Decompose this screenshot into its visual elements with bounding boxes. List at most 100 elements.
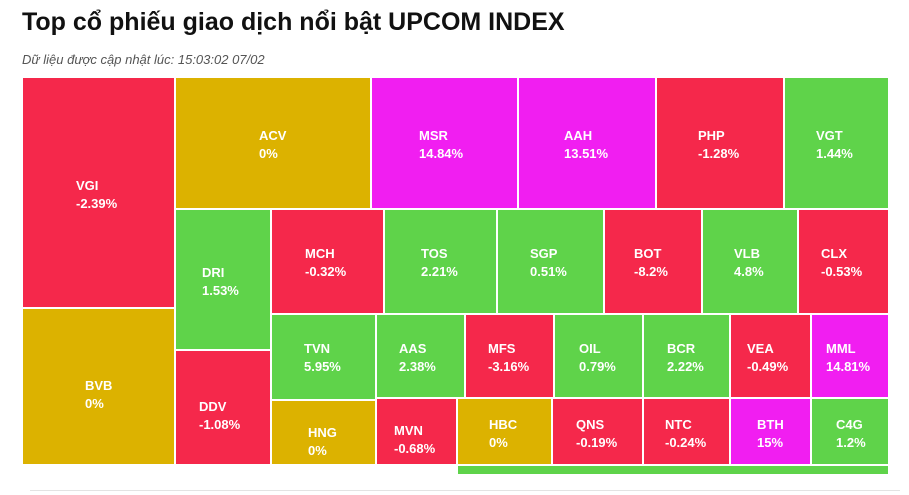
tile-label: SGP 0.51%: [530, 245, 567, 281]
ticker-symbol: HNG: [308, 425, 337, 440]
tile-hng[interactable]: HNG 0%: [271, 400, 376, 465]
tile-msr[interactable]: MSR 14.84%: [371, 77, 518, 209]
tile-unlabeled[interactable]: [457, 465, 889, 475]
tile-mml[interactable]: MML 14.81%: [811, 314, 889, 398]
percent-change: 2.21%: [421, 264, 458, 279]
percent-change: 1.44%: [816, 146, 853, 161]
ticker-symbol: VEA: [747, 341, 774, 356]
tile-label: PHP -1.28%: [698, 127, 739, 163]
divider: [30, 490, 900, 491]
percent-change: 15%: [757, 435, 784, 450]
tile-acv[interactable]: ACV 0%: [175, 77, 371, 209]
tile-c4g[interactable]: C4G 1.2%: [811, 398, 889, 465]
tile-mfs[interactable]: MFS -3.16%: [465, 314, 554, 398]
percent-change: 0.79%: [579, 359, 616, 374]
ticker-symbol: AAS: [399, 341, 427, 356]
tile-label: VGI -2.39%: [76, 177, 117, 213]
tile-sgp[interactable]: SGP 0.51%: [497, 209, 604, 314]
percent-change: 1.53%: [202, 283, 239, 298]
ticker-symbol: MFS: [488, 341, 516, 356]
tile-oil[interactable]: OIL 0.79%: [554, 314, 643, 398]
percent-change: 0%: [259, 146, 278, 161]
tile-aah[interactable]: AAH 13.51%: [518, 77, 656, 209]
ticker-symbol: BOT: [634, 246, 662, 261]
percent-change: 0%: [489, 435, 508, 450]
page-title: Top cổ phiếu giao dịch nổi bật UPCOM IND…: [22, 8, 565, 36]
ticker-symbol: QNS: [576, 417, 605, 432]
percent-change: 2.22%: [667, 359, 704, 374]
ticker-symbol: PHP: [698, 128, 725, 143]
tile-clx[interactable]: CLX -0.53%: [798, 209, 889, 314]
ticker-symbol: ACV: [259, 128, 287, 143]
update-timestamp: Dữ liệu được cập nhật lúc: 15:03:02 07/0…: [22, 52, 265, 67]
tile-label: MCH -0.32%: [305, 245, 346, 281]
tile-vgi[interactable]: VGI -2.39%: [22, 77, 175, 308]
ticker-symbol: DDV: [199, 399, 227, 414]
tile-label: MML 14.81%: [826, 340, 870, 376]
tile-label: HNG 0%: [308, 424, 337, 460]
tile-hbc[interactable]: HBC 0%: [457, 398, 552, 465]
tile-label: VEA -0.49%: [747, 340, 788, 376]
ticker-symbol: HBC: [489, 417, 518, 432]
tile-bcr[interactable]: BCR 2.22%: [643, 314, 730, 398]
tile-ntc[interactable]: NTC -0.24%: [643, 398, 730, 465]
ticker-symbol: VGT: [816, 128, 843, 143]
ticker-symbol: BCR: [667, 341, 696, 356]
tile-bth[interactable]: BTH 15%: [730, 398, 811, 465]
tile-label: TOS 2.21%: [421, 245, 458, 281]
percent-change: -0.68%: [394, 441, 436, 456]
ticker-symbol: MCH: [305, 246, 335, 261]
tile-tos[interactable]: TOS 2.21%: [384, 209, 497, 314]
tile-mvn[interactable]: MVN -0.68%: [376, 398, 457, 465]
tile-vgt[interactable]: VGT 1.44%: [784, 77, 889, 209]
percent-change: 0%: [308, 443, 327, 458]
tile-bvb[interactable]: BVB 0%: [22, 308, 175, 465]
percent-change: -0.32%: [305, 264, 347, 279]
ticker-symbol: NTC: [665, 417, 692, 432]
ticker-symbol: VLB: [734, 246, 760, 261]
ticker-symbol: OIL: [579, 341, 601, 356]
tile-php[interactable]: PHP -1.28%: [656, 77, 784, 209]
percent-change: 14.84%: [419, 146, 464, 161]
ticker-symbol: BTH: [757, 417, 784, 432]
tile-qns[interactable]: QNS -0.19%: [552, 398, 643, 465]
tile-label: AAH 13.51%: [564, 127, 608, 163]
tile-label: ACV 0%: [259, 127, 286, 163]
percent-change: 2.38%: [399, 359, 436, 374]
percent-change: -2.39%: [76, 196, 118, 211]
tile-label: MFS -3.16%: [488, 340, 529, 376]
tile-aas[interactable]: AAS 2.38%: [376, 314, 465, 398]
tile-dri[interactable]: DRI 1.53%: [175, 209, 271, 350]
ticker-symbol: C4G: [836, 417, 863, 432]
ticker-symbol: VGI: [76, 178, 99, 193]
tile-label: BOT -8.2%: [634, 245, 668, 281]
tile-bot[interactable]: BOT -8.2%: [604, 209, 702, 314]
percent-change: 0.51%: [530, 264, 567, 279]
tile-vea[interactable]: VEA -0.49%: [730, 314, 811, 398]
ticker-symbol: MSR: [419, 128, 448, 143]
tile-label: HBC 0%: [489, 416, 517, 452]
ticker-symbol: SGP: [530, 246, 558, 261]
percent-change: -1.08%: [199, 417, 241, 432]
tile-label: OIL 0.79%: [579, 340, 616, 376]
ticker-symbol: BVB: [85, 378, 113, 393]
percent-change: 13.51%: [564, 146, 609, 161]
tile-ddv[interactable]: DDV -1.08%: [175, 350, 271, 465]
percent-change: 14.81%: [826, 359, 871, 374]
tile-mch[interactable]: MCH -0.32%: [271, 209, 384, 314]
percent-change: -8.2%: [634, 264, 668, 279]
tile-label: VLB 4.8%: [734, 245, 764, 281]
percent-change: -0.49%: [747, 359, 789, 374]
ticker-symbol: TVN: [304, 341, 330, 356]
percent-change: -0.24%: [665, 435, 707, 450]
tile-label: C4G 1.2%: [836, 416, 866, 452]
tile-vlb[interactable]: VLB 4.8%: [702, 209, 798, 314]
percent-change: -0.53%: [821, 264, 863, 279]
tile-label: VGT 1.44%: [816, 127, 853, 163]
tile-tvn[interactable]: TVN 5.95%: [271, 314, 376, 400]
tile-label: CLX -0.53%: [821, 245, 862, 281]
percent-change: 0%: [85, 396, 104, 411]
percent-change: -1.28%: [698, 146, 740, 161]
percent-change: 4.8%: [734, 264, 764, 279]
